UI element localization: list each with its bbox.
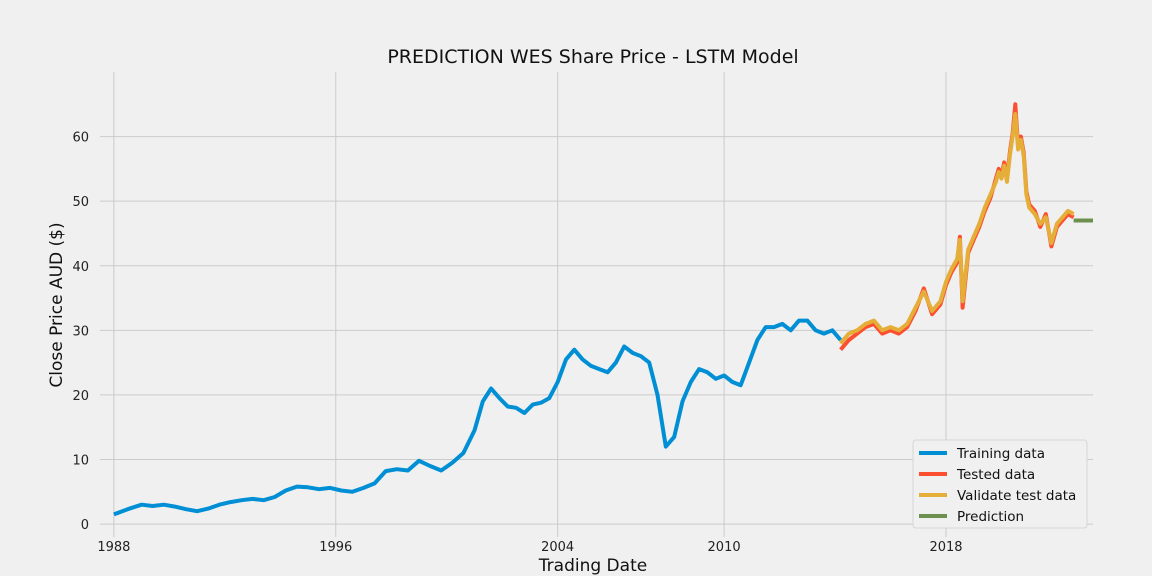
legend-entry: Training data [956, 446, 1045, 462]
legend-entry: Prediction [957, 509, 1024, 525]
x-tick-label: 2004 [541, 540, 574, 555]
y-tick-label: 20 [72, 389, 89, 404]
x-tick-label: 1996 [319, 540, 352, 555]
series-lines [113, 102, 1093, 517]
x-tick-label: 2018 [929, 540, 962, 555]
y-tick-label: 10 [72, 454, 89, 469]
y-tick-label: 50 [72, 195, 89, 210]
grid [100, 72, 1093, 537]
y-axis-label: Close Price AUD ($) [47, 222, 67, 387]
y-tick-label: 40 [72, 260, 89, 275]
chart-title: PREDICTION WES Share Price - LSTM Model [387, 46, 798, 68]
series-line-tested-data [839, 102, 1075, 352]
series-line-validate-test-data [839, 112, 1075, 345]
x-tick-label: 2010 [708, 540, 741, 555]
y-tick-label: 60 [72, 131, 89, 146]
legend-entry: Tested data [956, 467, 1035, 483]
x-tick-label: 1988 [97, 540, 130, 555]
y-axis-ticks: 0 10 20 30 40 50 60 [72, 131, 89, 533]
legend-box [912, 439, 1088, 529]
x-axis-ticks: 1988 1996 2004 2010 2018 [97, 540, 962, 555]
y-tick-label: 0 [81, 518, 89, 533]
series-line-training-data [113, 318, 843, 517]
legend-entry: Validate test data [957, 488, 1076, 504]
legend: Training data Tested data Validate test da… [912, 439, 1088, 529]
y-tick-label: 30 [72, 324, 89, 339]
x-axis-label: Trading Date [538, 556, 647, 576]
